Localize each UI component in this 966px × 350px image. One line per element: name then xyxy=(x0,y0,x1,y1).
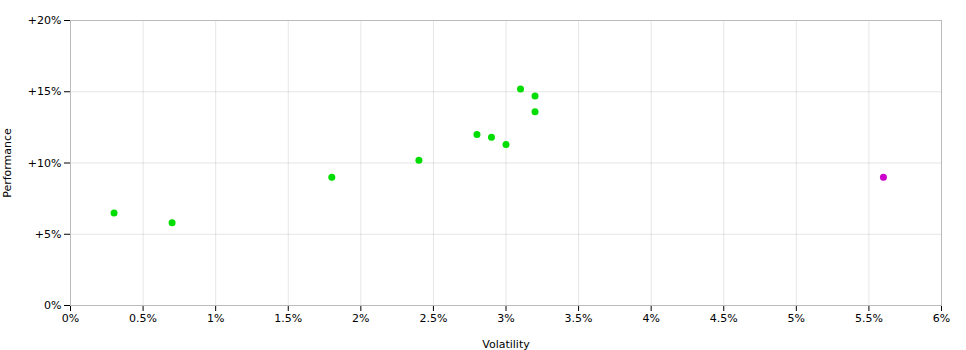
svg-text:6%: 6% xyxy=(933,312,950,325)
svg-text:+20%: +20% xyxy=(28,14,62,27)
svg-text:5%: 5% xyxy=(788,312,805,325)
svg-text:Volatility: Volatility xyxy=(482,338,530,350)
svg-text:1.5%: 1.5% xyxy=(274,312,302,325)
svg-text:3%: 3% xyxy=(497,312,514,325)
svg-text:5.5%: 5.5% xyxy=(855,312,883,325)
svg-text:+5%: +5% xyxy=(35,228,62,241)
svg-text:0%: 0% xyxy=(44,299,61,312)
svg-text:2%: 2% xyxy=(352,312,369,325)
svg-text:4.5%: 4.5% xyxy=(710,312,738,325)
svg-text:Performance: Performance xyxy=(1,128,14,198)
svg-text:+15%: +15% xyxy=(28,85,62,98)
svg-text:0.5%: 0.5% xyxy=(129,312,157,325)
svg-text:2.5%: 2.5% xyxy=(419,312,447,325)
svg-text:4%: 4% xyxy=(642,312,659,325)
svg-text:3.5%: 3.5% xyxy=(565,312,593,325)
svg-text:1%: 1% xyxy=(207,312,224,325)
svg-text:+10%: +10% xyxy=(28,157,62,170)
svg-text:0%: 0% xyxy=(62,312,79,325)
